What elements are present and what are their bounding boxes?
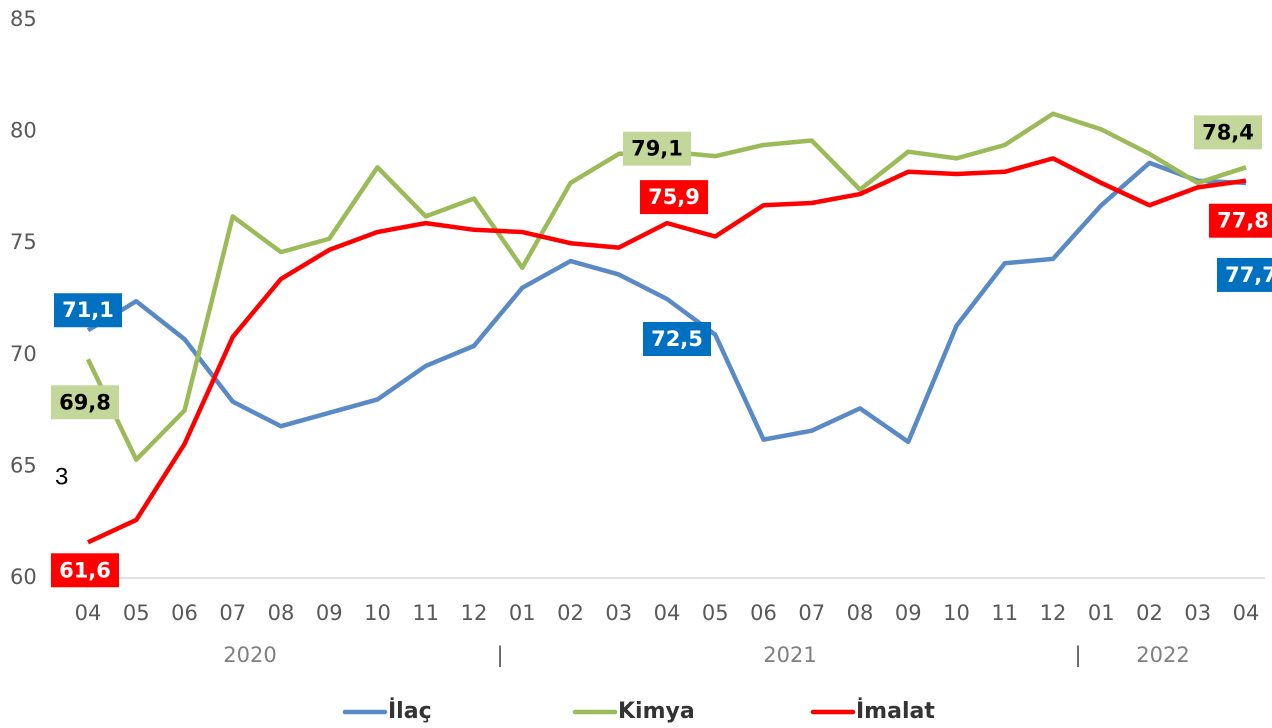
y-tick-label: 65 xyxy=(10,453,37,477)
x-tick-label: 09 xyxy=(316,601,343,625)
legend-label: İmalat xyxy=(856,698,935,724)
x-tick-label: 02 xyxy=(557,601,584,625)
year-label: 2022 xyxy=(1136,643,1189,667)
data-label-box xyxy=(643,322,711,356)
data-label-box xyxy=(51,553,119,588)
x-tick-label: 04 xyxy=(1233,601,1260,625)
annotation: 3 xyxy=(55,463,68,490)
x-tick-label: 04 xyxy=(75,601,102,625)
y-tick-label: 60 xyxy=(10,565,37,589)
series-line xyxy=(87,156,1247,545)
x-tick-label: 08 xyxy=(847,601,874,625)
x-tick-label: 07 xyxy=(798,601,825,625)
data-label-box xyxy=(1217,257,1272,292)
x-tick-label: 10 xyxy=(364,601,391,625)
x-tick-label: 11 xyxy=(991,601,1018,625)
x-tick-label: 06 xyxy=(750,601,777,625)
x-tick-label: 04 xyxy=(654,601,681,625)
y-tick-label: 70 xyxy=(10,342,37,366)
data-label: 69,8 xyxy=(59,390,111,414)
data-label: 72,5 xyxy=(651,327,703,351)
x-tick-label: 01 xyxy=(509,601,536,625)
y-tick-label: 85 xyxy=(10,7,37,31)
y-tick-label: 75 xyxy=(10,230,37,254)
x-tick-label: 10 xyxy=(943,601,970,625)
data-label: 71,1 xyxy=(62,298,114,322)
x-tick-label: 05 xyxy=(123,601,150,625)
year-label: 2021 xyxy=(763,643,816,667)
x-tick-label: 05 xyxy=(702,601,729,625)
x-tick-label: 01 xyxy=(1088,601,1115,625)
data-label: 61,6 xyxy=(59,558,111,582)
separator: | xyxy=(1074,643,1081,668)
data-label: 78,4 xyxy=(1202,120,1254,144)
x-tick-label: 03 xyxy=(605,601,632,625)
data-label: 77,8 xyxy=(1217,209,1269,233)
year-label: 2020 xyxy=(223,643,276,667)
x-tick-label: 02 xyxy=(1136,601,1163,625)
x-tick-label: 12 xyxy=(461,601,488,625)
x-tick-label: 11 xyxy=(412,601,439,625)
data-label-box xyxy=(623,131,691,166)
separator: | xyxy=(496,643,503,668)
data-label-box xyxy=(51,385,119,420)
legend-label: İlaç xyxy=(388,698,432,724)
x-tick-label: 09 xyxy=(895,601,922,625)
x-tick-label: 08 xyxy=(268,601,295,625)
legend-label: Kimya xyxy=(618,699,695,724)
data-label-box xyxy=(1209,203,1272,238)
series-line xyxy=(86,160,1247,445)
x-tick-label: 06 xyxy=(171,601,198,625)
data-label-box xyxy=(640,180,708,215)
data-label-box xyxy=(1194,115,1262,150)
x-tick-label: 07 xyxy=(219,601,246,625)
x-tick-label: 12 xyxy=(1040,601,1067,625)
y-tick-label: 80 xyxy=(10,119,37,143)
data-label-box xyxy=(54,293,122,328)
data-label: 77,7 xyxy=(1225,263,1272,287)
x-tick-label: 03 xyxy=(1184,601,1211,625)
data-label: 75,9 xyxy=(648,185,700,209)
data-label: 79,1 xyxy=(631,137,683,161)
